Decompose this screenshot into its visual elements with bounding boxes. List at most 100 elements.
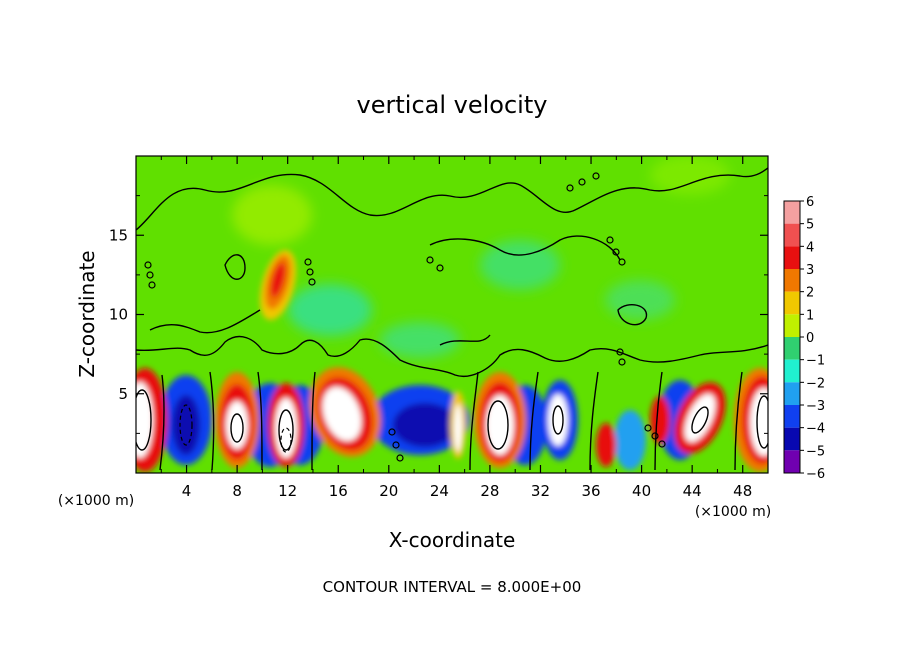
- contour-loop-1: [224, 254, 246, 280]
- upper-cyan-patch-3: [480, 240, 560, 290]
- y-axis: 5 10 15: [109, 195, 768, 434]
- x-tick-label: 8: [232, 482, 242, 500]
- bead: [651, 432, 659, 440]
- colorbar-tick-label: 4: [806, 240, 814, 255]
- x-axis-label: X-coordinate: [389, 528, 516, 552]
- upper-plume: [259, 249, 297, 321]
- cell-pos-6-core: [486, 395, 514, 455]
- colorbar-swatch: [784, 314, 800, 337]
- bead: [392, 441, 400, 449]
- bead: [144, 261, 152, 269]
- upper-cyan-patch-2: [380, 322, 460, 358]
- contour-boundary-c: [257, 371, 263, 471]
- x-tick-label: 24: [430, 482, 449, 500]
- contour-loop-2: [617, 304, 648, 326]
- colorbar-tick-label: −3: [806, 399, 825, 414]
- contour-boundary-h: [654, 371, 663, 471]
- dashed-contour-2: [280, 427, 292, 453]
- colorbar-swatch: [784, 359, 800, 383]
- upper-yellow-patch: [650, 156, 730, 195]
- contour-interval-footer: CONTOUR INTERVAL = 8.000E+00: [323, 578, 582, 596]
- x-tick-label: 20: [379, 482, 398, 500]
- contour-mid-1: [149, 309, 261, 334]
- x-tick-label: 36: [581, 482, 600, 500]
- cell-pos-11-core: [750, 388, 768, 456]
- colorbar-swatch: [784, 246, 800, 269]
- x-axis: 4 8 12 16 20 24 28 32 36 40 44 48: [160, 156, 752, 500]
- contour-boundary-e: [469, 371, 479, 471]
- colorbar-swatch: [784, 269, 800, 292]
- upper-cyan-patch-4: [605, 280, 675, 320]
- contour-upper-2: [429, 235, 621, 261]
- contour-cell-5: [552, 405, 564, 435]
- bead: [306, 268, 314, 276]
- dashed-contours: [179, 404, 292, 453]
- cell-pos-7: [548, 394, 568, 446]
- plot-area: [136, 156, 768, 473]
- upper-cyan-patch-1: [288, 284, 372, 336]
- colorbar-swatch: [784, 427, 800, 451]
- bead: [618, 358, 626, 366]
- contour-mid-2: [439, 334, 491, 346]
- colorbar-swatch: [784, 450, 800, 473]
- x-tick-label: 32: [531, 482, 550, 500]
- bead: [146, 271, 154, 279]
- contour-cell-2: [230, 413, 244, 443]
- bead: [606, 236, 614, 244]
- cell-pos-9: [650, 396, 670, 444]
- bead: [436, 264, 444, 272]
- contour-lines: [136, 167, 768, 471]
- dashed-contour-1: [179, 404, 193, 446]
- x-tick-label: 16: [329, 482, 348, 500]
- bead: [396, 454, 404, 462]
- bead: [304, 258, 312, 266]
- x-unit-right: (×1000 m): [695, 504, 771, 520]
- plume-core: [270, 262, 286, 298]
- contour-boundary-a: [159, 374, 165, 471]
- x-unit-left: (×1000 m): [58, 493, 134, 509]
- cell-pos-3-core: [275, 398, 297, 458]
- colorbar-tick-label: 1: [806, 308, 814, 323]
- bead: [388, 428, 396, 436]
- contour-cell-7: [691, 406, 709, 434]
- x-tick-label: 12: [278, 482, 297, 500]
- contour-upper-1: [136, 167, 768, 231]
- bead: [658, 440, 666, 448]
- cell-pos-2-core: [226, 401, 248, 449]
- upper-field: [232, 156, 730, 358]
- bead: [618, 258, 626, 266]
- contour-boundary-f: [529, 371, 539, 471]
- bead: [592, 172, 600, 180]
- colorbar-tick-label: 6: [806, 195, 814, 210]
- colorbar-tick-label: −2: [806, 376, 825, 391]
- contour-low-boundary: [136, 335, 768, 377]
- colorbar-tick-label: 0: [806, 331, 814, 346]
- x-tick-label: 4: [182, 482, 192, 500]
- contour-boundary-b: [209, 371, 215, 471]
- colorbar-swatch: [784, 201, 800, 224]
- y-tick-label: 15: [109, 226, 128, 244]
- cell-neg-4-core: [393, 403, 457, 447]
- contour-boundary-g: [589, 371, 599, 471]
- colorbar-tick-label: −6: [806, 467, 825, 482]
- bead: [308, 278, 316, 286]
- colorbar-swatch: [784, 223, 800, 247]
- contour-cell-4: [487, 400, 509, 450]
- colorbar-tick-label: −4: [806, 422, 825, 437]
- colorbar-tick-label: 5: [806, 218, 814, 233]
- colorbar: 6 5 4 3 2 1 0 −1 −2 −3 −4 −5 −6: [783, 195, 825, 482]
- colorbar-swatch: [784, 337, 800, 360]
- chart-title: vertical velocity: [357, 91, 548, 119]
- cell-pos-4-core: [322, 386, 362, 442]
- colorbar-swatch: [784, 405, 800, 428]
- bead: [644, 424, 652, 432]
- cell-pos-5-core: [454, 404, 462, 452]
- bead: [578, 178, 586, 186]
- x-tick-label: 28: [480, 482, 499, 500]
- upper-warm-glow: [232, 185, 312, 245]
- contour-cell-6: [756, 395, 768, 449]
- colorbar-swatch: [784, 382, 800, 405]
- x-tick-label: 44: [683, 482, 702, 500]
- contour-boundary-i: [734, 371, 743, 471]
